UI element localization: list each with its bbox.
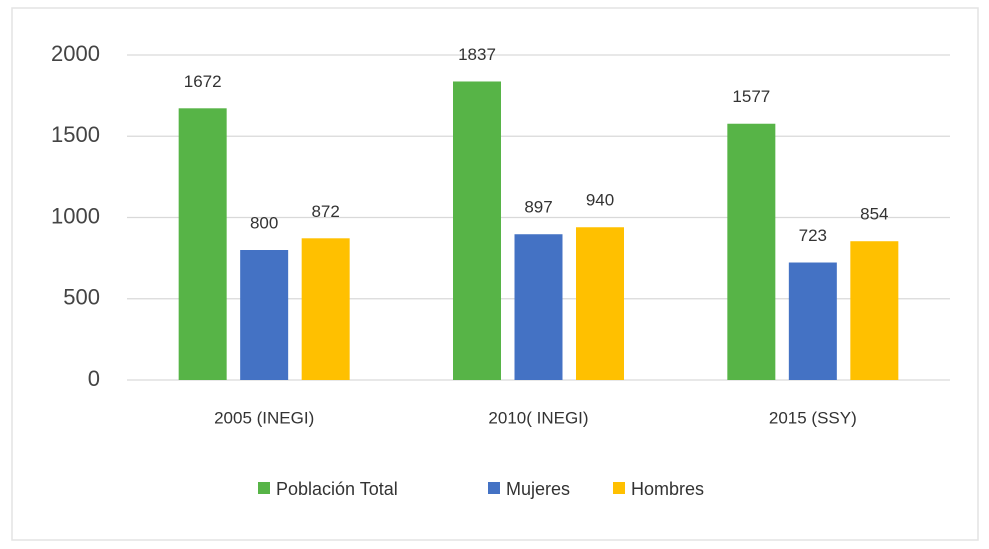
data-label: 940 xyxy=(586,191,614,210)
y-tick-label: 1500 xyxy=(51,122,100,147)
y-tick-label: 2000 xyxy=(51,41,100,66)
data-label: 1837 xyxy=(458,45,496,64)
bar xyxy=(788,262,837,380)
data-label: 854 xyxy=(860,205,888,224)
legend-label: Mujeres xyxy=(506,479,570,499)
y-tick-label: 500 xyxy=(63,285,100,310)
x-tick-label: 2005 (INEGI) xyxy=(214,408,314,427)
bar xyxy=(576,227,624,380)
bar xyxy=(727,123,776,381)
data-label: 897 xyxy=(524,198,552,217)
x-tick-label: 2015 (SSY) xyxy=(769,408,857,427)
y-tick-label: 1000 xyxy=(51,203,100,228)
data-label: 800 xyxy=(250,213,278,232)
bar xyxy=(453,81,501,381)
y-tick-label: 0 xyxy=(88,366,100,391)
legend-swatch xyxy=(258,482,270,494)
bar xyxy=(301,238,350,380)
data-label: 872 xyxy=(311,202,339,221)
x-tick-label: 2010( INEGI) xyxy=(488,408,588,427)
legend-swatch xyxy=(613,482,625,494)
bar xyxy=(178,108,227,381)
legend-swatch xyxy=(488,482,500,494)
data-label: 1672 xyxy=(184,72,222,91)
bar xyxy=(240,250,289,380)
data-label: 1577 xyxy=(732,87,770,106)
legend-label: Población Total xyxy=(276,479,398,499)
bar xyxy=(850,241,899,380)
bar xyxy=(514,234,563,380)
legend-label: Hombres xyxy=(631,479,704,499)
data-label: 723 xyxy=(799,226,827,245)
